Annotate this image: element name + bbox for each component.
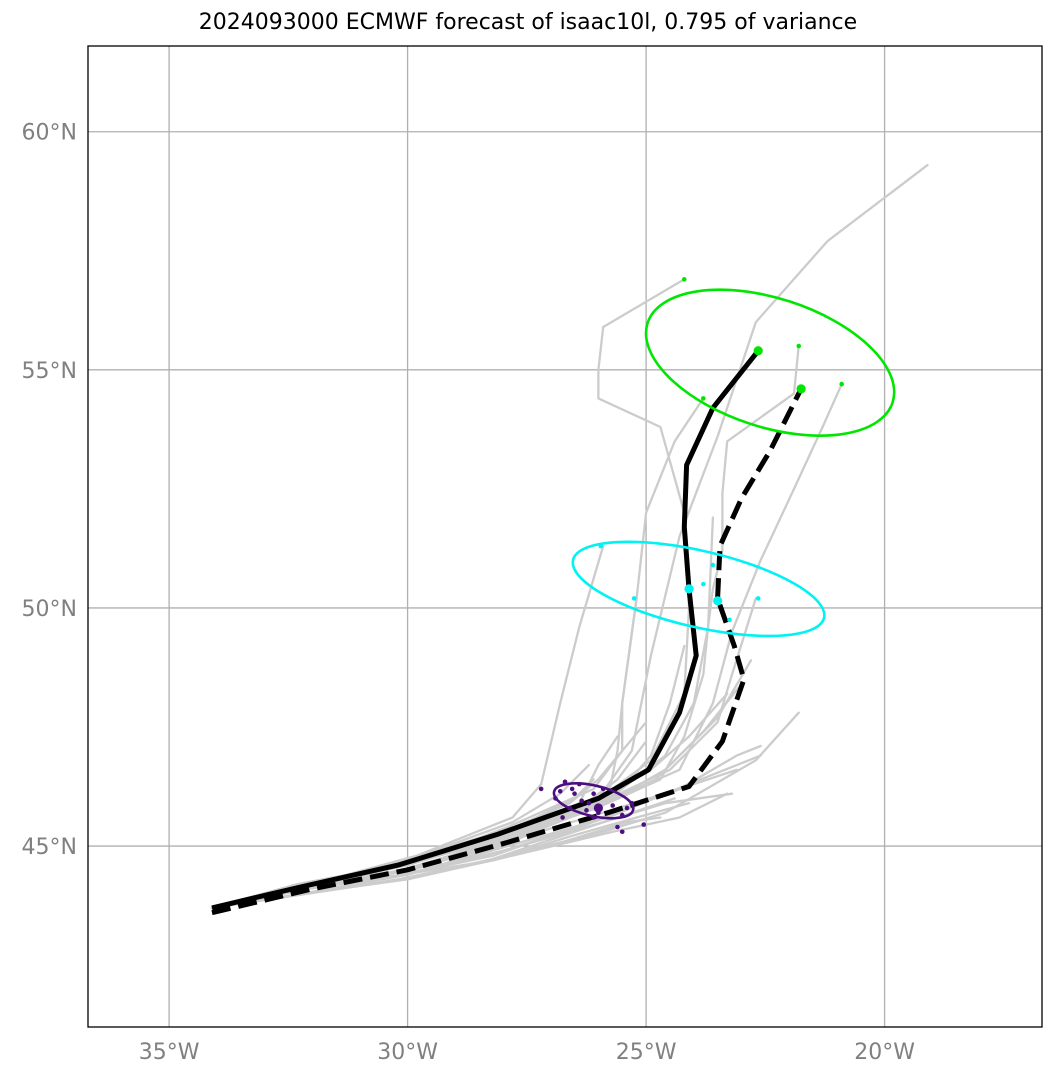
cluster-member-point xyxy=(629,800,635,806)
cluster-member-point xyxy=(572,791,577,796)
cluster-member-point xyxy=(577,781,582,787)
ensemble-track xyxy=(210,597,638,910)
cluster-member-point xyxy=(701,581,706,587)
ensemble-track xyxy=(210,659,753,910)
cluster-member-point xyxy=(591,791,596,796)
cluster-ellipses xyxy=(538,277,896,835)
x-tick-label: 25°W xyxy=(616,1040,677,1065)
x-tick-label: 30°W xyxy=(377,1040,438,1065)
y-tick-label: 45°N xyxy=(22,835,77,860)
cluster-center-point xyxy=(796,384,806,394)
cluster-center-point xyxy=(684,584,694,594)
ensemble-track xyxy=(210,163,929,910)
y-tick-label: 50°N xyxy=(22,597,77,622)
cluster-member-point xyxy=(615,824,620,830)
cluster-member-point xyxy=(567,805,573,811)
x-tick-label: 20°W xyxy=(854,1040,915,1065)
mean-tracks xyxy=(211,349,804,916)
cluster-member-point xyxy=(631,596,637,601)
cluster-member-point xyxy=(557,788,563,794)
cluster-member-point xyxy=(591,815,596,820)
cluster-member-point xyxy=(562,779,568,785)
cluster-member-point xyxy=(569,786,575,792)
cluster-member-point xyxy=(610,803,615,808)
ensemble-track xyxy=(210,397,705,910)
cluster-member-point xyxy=(586,800,592,806)
cluster-member-point xyxy=(710,562,716,568)
cluster-member-point xyxy=(538,786,544,792)
cluster-member-point xyxy=(796,343,802,349)
ensemble-track xyxy=(210,735,619,910)
cluster-ellipse xyxy=(571,540,826,638)
cluster-member-point xyxy=(755,596,761,601)
mean-track-solid xyxy=(211,349,761,911)
gridlines xyxy=(88,46,1042,1027)
plot-frame xyxy=(87,45,1043,1028)
axis-tick-labels: 35°W 30°W 25°W 20°W 60°N 55°N 50°N 45°N xyxy=(22,121,916,1065)
ensemble-tracks xyxy=(210,163,929,910)
cluster-member-point xyxy=(624,805,630,811)
cluster-member-point xyxy=(598,543,604,549)
ensemble-track xyxy=(210,721,648,910)
cluster-center-point xyxy=(593,803,603,813)
cluster-member-point xyxy=(619,812,625,818)
cluster-member-point xyxy=(681,277,687,282)
cluster-center-point xyxy=(713,596,723,606)
y-tick-label: 55°N xyxy=(22,359,77,384)
ensemble-track xyxy=(210,711,800,910)
cluster-center-point xyxy=(753,346,763,356)
mean-track-dashed xyxy=(211,387,804,916)
cluster-member-point xyxy=(727,617,732,623)
cluster-ellipse xyxy=(644,288,896,437)
x-tick-label: 35°W xyxy=(139,1040,200,1065)
y-tick-label: 60°N xyxy=(22,121,77,146)
chart-title: 2024093000 ECMWF forecast of isaac10l, 0… xyxy=(198,10,858,35)
cluster-member-point xyxy=(560,815,565,820)
cluster-member-point xyxy=(579,798,584,804)
cluster-member-point xyxy=(839,381,844,387)
cluster-member-point xyxy=(701,396,706,401)
cluster-ellipse xyxy=(552,782,635,820)
cluster-member-point xyxy=(600,786,606,792)
cluster-member-point xyxy=(619,829,625,835)
cluster-member-point xyxy=(553,796,558,801)
cluster-member-point xyxy=(584,808,589,813)
cluster-member-point xyxy=(641,822,647,827)
